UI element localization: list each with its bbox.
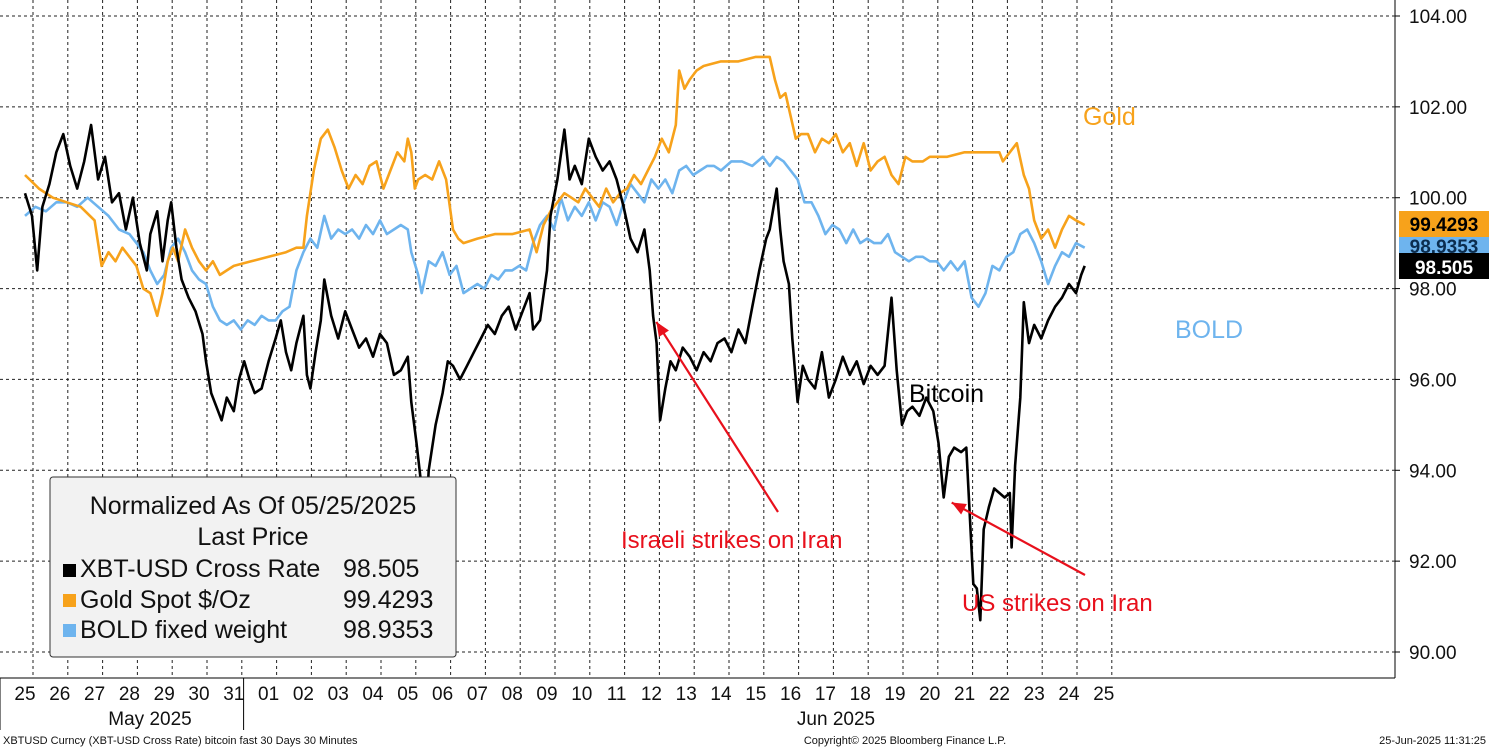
- x-tick-label: 21: [954, 684, 975, 705]
- y-tick-label: 98.00: [1409, 280, 1457, 301]
- legend-name-bitcoin: XBT-USD Cross Rate: [80, 555, 320, 583]
- last-value-bitcoin: 98.505: [1415, 258, 1474, 279]
- last-value-gold: 99.4293: [1410, 215, 1479, 236]
- x-tick-label: 01: [258, 684, 279, 705]
- x-tick-label: 08: [502, 684, 523, 705]
- series-label-gold: Gold: [1083, 103, 1136, 131]
- y-tick-label: 90.00: [1409, 643, 1457, 664]
- series-lines: [23, 55, 1086, 622]
- annotation-us-strikes: US strikes on Iran: [962, 590, 1153, 617]
- annotation-arrows: [655, 321, 1086, 576]
- x-tick-label: 27: [84, 684, 105, 705]
- x-tick-label: 17: [815, 684, 836, 705]
- arrow-us-strikes-head: [951, 502, 967, 515]
- x-tick-label: 26: [49, 684, 70, 705]
- series-line-bitcoin: [23, 123, 1086, 622]
- legend-value-bitcoin: 98.505: [343, 555, 419, 583]
- x-tick-label: 13: [676, 684, 697, 705]
- x-tick-label: 02: [293, 684, 314, 705]
- legend-value-bold: 98.9353: [343, 616, 433, 644]
- y-tick-label: 96.00: [1409, 370, 1457, 391]
- arrow-us-strikes-shaft: [951, 501, 1086, 576]
- arrow-israeli-strikes-head: [656, 321, 669, 337]
- last-value-bold: 98.9353: [1410, 237, 1479, 258]
- last-value-tag-gold: 99.4293: [1399, 211, 1489, 237]
- x-tick-label: 09: [536, 684, 557, 705]
- x-tick-label: 29: [154, 684, 175, 705]
- legend-title: Normalized As Of 05/25/2025: [90, 492, 417, 520]
- x-tick-label: 23: [1024, 684, 1045, 705]
- series-label-bitcoin: Bitcoin: [909, 380, 984, 408]
- x-tick-label: 05: [397, 684, 418, 705]
- x-tick-label: 20: [919, 684, 940, 705]
- x-tick-label: 24: [1058, 684, 1080, 705]
- x-tick-label: 22: [989, 684, 1010, 705]
- x-tick-label: 12: [641, 684, 662, 705]
- y-axis: 90.00 92.00 94.00 96.00 98.00 100.00 102.00 104…: [1395, 7, 1467, 664]
- last-value-tag-bitcoin: 98.505: [1399, 253, 1489, 279]
- x-tick-label: 04: [362, 684, 384, 705]
- y-tick-label: 94.00: [1409, 461, 1457, 482]
- y-tick-label: 104.00: [1409, 7, 1467, 28]
- y-tick-label: 92.00: [1409, 552, 1457, 573]
- x-tick-label: 03: [328, 684, 349, 705]
- footer-source: XBTUSD Curncy (XBT-USD Cross Rate) bitco…: [3, 735, 358, 747]
- legend-swatch-gold: [63, 594, 76, 607]
- x-tick-label: 14: [710, 684, 732, 705]
- legend-name-bold: BOLD fixed weight: [80, 616, 287, 644]
- x-tick-label: 19: [884, 684, 905, 705]
- x-tick-label: 30: [188, 684, 209, 705]
- x-tick-label: 18: [850, 684, 871, 705]
- month-label-may: May 2025: [108, 709, 191, 730]
- footer-timestamp: 25-Jun-2025 11:31:25: [1379, 735, 1486, 747]
- series-line-gold: [24, 55, 1086, 318]
- series-label-bold: BOLD: [1175, 316, 1243, 344]
- x-tick-label: 25: [14, 684, 35, 705]
- x-tick-label: 16: [780, 684, 801, 705]
- legend-name-gold: Gold Spot $/Oz: [80, 586, 251, 614]
- arrow-israeli-strikes-shaft: [655, 321, 779, 513]
- legend: Normalized As Of 05/25/2025 Last Price X…: [49, 476, 457, 658]
- x-axis: 25 26 27 28 29 30 31 01 02 03 04 05 06 07 08 09 10 11 12 13…: [0, 678, 1114, 730]
- legend-swatch-bold: [63, 624, 76, 637]
- x-tick-label: 31: [223, 684, 244, 705]
- legend-value-gold: 99.4293: [343, 586, 433, 614]
- footer-copyright: Copyright© 2025 Bloomberg Finance L.P.: [804, 735, 1006, 747]
- month-label-jun: Jun 2025: [797, 709, 875, 730]
- y-tick-label: 102.00: [1409, 98, 1467, 119]
- x-tick-label: 11: [607, 684, 627, 705]
- x-tick-label: 25: [1093, 684, 1114, 705]
- x-tick-label: 10: [571, 684, 592, 705]
- x-tick-label: 15: [745, 684, 766, 705]
- x-tick-label: 28: [119, 684, 140, 705]
- x-tick-label: 07: [467, 684, 488, 705]
- legend-swatch-bitcoin: [63, 564, 76, 577]
- last-value-tag-bold: 98.9353: [1399, 237, 1489, 258]
- y-tick-label: 100.00: [1409, 189, 1467, 210]
- legend-subtitle: Last Price: [197, 523, 308, 551]
- annotation-israeli-strikes: Israeli strikes on Iran: [621, 527, 842, 554]
- x-tick-label: 06: [432, 684, 453, 705]
